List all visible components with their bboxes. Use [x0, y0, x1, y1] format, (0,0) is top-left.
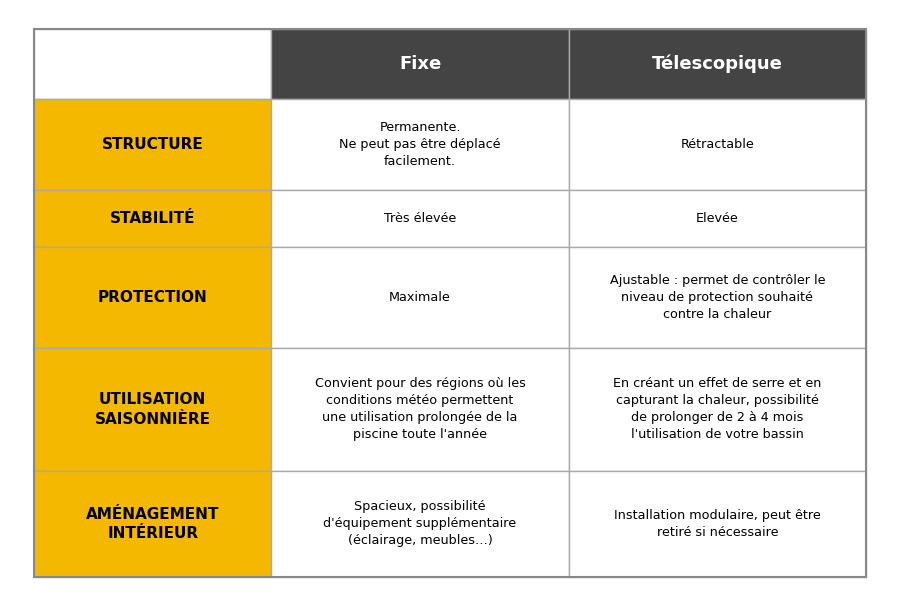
Text: Maximale: Maximale — [389, 291, 451, 304]
Text: Installation modulaire, peut être
retiré si nécessaire: Installation modulaire, peut être retiré… — [614, 509, 821, 539]
Text: UTILISATION
SAISONNIÈRE: UTILISATION SAISONNIÈRE — [94, 392, 211, 427]
Bar — [271, 348, 569, 470]
Text: Ajustable : permet de contrôler le
niveau de protection souhaité
contre la chale: Ajustable : permet de contrôler le nivea… — [609, 274, 825, 321]
Text: Permanente.
Ne peut pas être déplacé
facilement.: Permanente. Ne peut pas être déplacé fac… — [339, 121, 500, 169]
Bar — [271, 100, 569, 190]
Bar — [569, 470, 866, 577]
Bar — [34, 348, 271, 470]
Text: STABILITÉ: STABILITÉ — [110, 211, 195, 226]
Bar — [569, 247, 866, 348]
Bar — [271, 247, 569, 348]
Text: Très élevée: Très élevée — [384, 212, 456, 226]
Bar — [271, 190, 569, 247]
Text: En créant un effet de serre et en
capturant la chaleur, possibilité
de prolonger: En créant un effet de serre et en captur… — [613, 377, 822, 441]
Bar — [34, 470, 271, 577]
Bar — [34, 29, 271, 100]
Text: Fixe: Fixe — [399, 55, 441, 73]
Text: STRUCTURE: STRUCTURE — [102, 137, 203, 152]
Bar — [271, 29, 569, 100]
Text: Télescopique: Télescopique — [652, 55, 783, 73]
Bar — [34, 247, 271, 348]
Text: Elevée: Elevée — [696, 212, 739, 226]
Text: Spacieux, possibilité
d'équipement supplémentaire
(éclairage, meubles…): Spacieux, possibilité d'équipement suppl… — [323, 500, 517, 547]
Bar — [569, 29, 866, 100]
Bar — [569, 100, 866, 190]
Bar — [569, 348, 866, 470]
Text: Rétractable: Rétractable — [680, 139, 754, 151]
Text: Convient pour des régions où les
conditions météo permettent
une utilisation pro: Convient pour des régions où les conditi… — [315, 377, 526, 441]
Text: AMÉNAGEMENT
INTÉRIEUR: AMÉNAGEMENT INTÉRIEUR — [86, 506, 220, 541]
Bar — [34, 190, 271, 247]
Text: PROTECTION: PROTECTION — [98, 290, 208, 305]
Bar — [271, 470, 569, 577]
Bar — [34, 100, 271, 190]
Bar — [569, 190, 866, 247]
